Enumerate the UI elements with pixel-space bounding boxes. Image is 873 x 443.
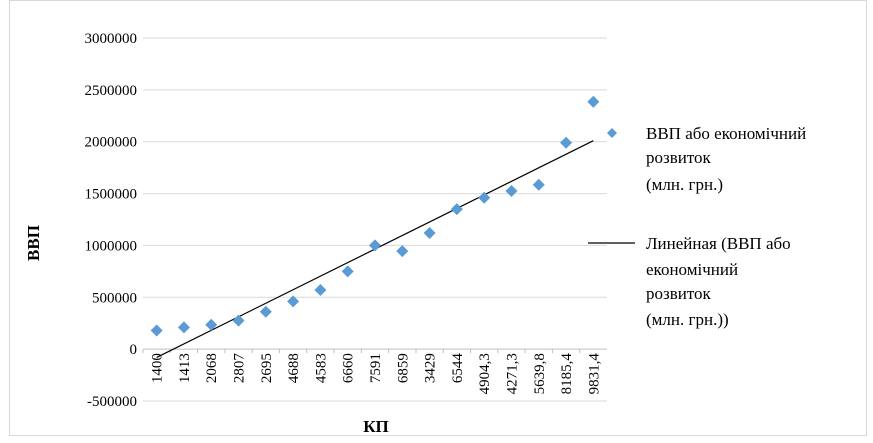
- x-tick-label: 9831,4: [586, 353, 602, 395]
- data-points: [150, 95, 600, 337]
- x-tick-label: 6859: [395, 353, 411, 383]
- data-point: [314, 284, 327, 297]
- data-point: [423, 226, 436, 239]
- gridlines: [143, 37, 607, 402]
- data-point: [505, 184, 518, 197]
- y-tick-label: 0: [130, 342, 138, 358]
- data-point: [259, 305, 272, 318]
- x-tick-label: 1400: [150, 353, 166, 383]
- x-tick-label: 7591: [368, 353, 384, 383]
- x-tick-label: 6544: [450, 353, 466, 384]
- y-axis-title: ВВП: [24, 225, 43, 261]
- x-tick-label: 3429: [423, 353, 439, 383]
- y-tick-label: 1500000: [85, 187, 138, 203]
- data-point: [478, 191, 491, 204]
- data-point: [287, 295, 300, 308]
- data-point: [450, 203, 463, 216]
- x-tick-label: 6660: [341, 353, 357, 383]
- data-point: [150, 324, 163, 337]
- legend: ВВП або економічний розвиток (млн. грн.)…: [588, 124, 806, 329]
- y-tick-label: 2000000: [85, 135, 138, 151]
- x-tick-label: 4583: [313, 353, 329, 383]
- x-tick-label: 2695: [259, 353, 275, 383]
- y-tick-label: -500000: [87, 394, 137, 410]
- y-tick-label: 500000: [92, 290, 137, 306]
- x-tick-label: 4271,3: [504, 353, 520, 394]
- data-point: [369, 239, 381, 252]
- legend-trendline-label-line-2: економічний: [646, 260, 738, 279]
- legend-trendline-label-line-1: Линейная (ВВП або: [646, 234, 791, 253]
- y-tick-label: 1000000: [85, 238, 138, 254]
- x-tick-label: 4688: [286, 353, 302, 383]
- x-tick-label: 5639,8: [532, 353, 548, 394]
- x-axis-title: КП: [363, 417, 389, 436]
- data-point: [205, 318, 218, 331]
- x-tick-label: 1413: [177, 353, 193, 383]
- legend-trendline-label-line-4: (млн. грн.)): [646, 310, 729, 329]
- x-tick-labels: 1400 1413 2068 2807 2695 4688 4583 6660 7591 6859…: [142, 349, 602, 395]
- y-tick-label: 2500000: [85, 83, 138, 99]
- x-tick-label: 2807: [232, 353, 248, 384]
- x-tick-label: 8185,4: [559, 353, 575, 395]
- legend-series-label-line-2: розвиток: [646, 148, 712, 167]
- data-point: [177, 321, 190, 334]
- data-point: [341, 265, 354, 278]
- data-point: [232, 314, 245, 327]
- y-tick-labels: 3000000 2500000 2000000 1500000 1000000 50000…: [85, 31, 138, 410]
- data-point: [396, 245, 409, 258]
- legend-series-label-line-3: (млн. грн.): [646, 175, 723, 194]
- y-tick-label: 3000000: [85, 31, 138, 47]
- data-point: [532, 178, 545, 191]
- x-tick-label: 2068: [204, 353, 220, 383]
- legend-series-label-line-1: ВВП або економічний: [646, 124, 806, 143]
- legend-series-marker: [607, 128, 617, 138]
- data-point: [587, 95, 600, 108]
- data-point: [560, 136, 573, 149]
- x-tick-label: 4904,3: [477, 353, 493, 394]
- legend-trendline-label-line-3: розвиток: [646, 284, 712, 303]
